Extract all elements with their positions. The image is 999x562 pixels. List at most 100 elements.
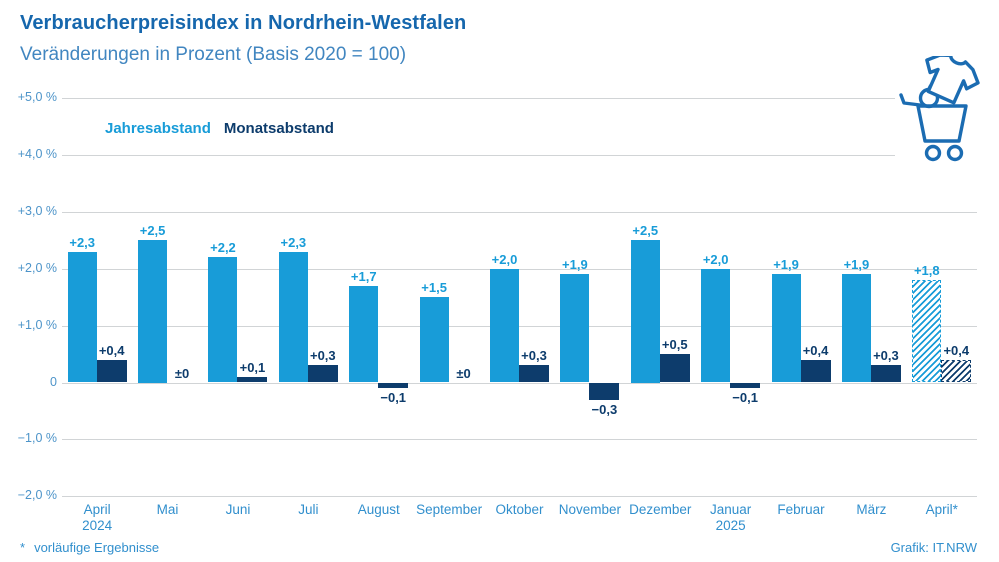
value-label: +2,3: [280, 234, 307, 250]
x-axis-label: Juni: [225, 502, 251, 518]
x-axis-sublabel: 2025: [715, 518, 746, 534]
bar-monatsabstand: [307, 365, 338, 383]
value-label: ±0: [456, 365, 471, 381]
page-subtitle: Veränderungen in Prozent (Basis 2020 = 1…: [20, 44, 407, 65]
value-label: +2,3: [69, 234, 96, 250]
x-axis-label: November: [558, 502, 622, 518]
bar-jahresabstand: [771, 274, 801, 383]
bar-group-april: +2,3 +0,4 April 2024: [62, 98, 132, 533]
value-label: +0,5: [661, 337, 688, 353]
value-label: +0,4: [98, 342, 125, 358]
gridline: [62, 382, 977, 384]
value-label: +0,4: [802, 342, 829, 358]
value-label: +1,7: [350, 268, 377, 284]
bar-group-dezember: +2,5 +0,5 Dezember: [625, 98, 695, 517]
bar-jahresabstand: [419, 297, 449, 383]
bar-monatsabstand: [96, 359, 127, 383]
bar-monatsabstand: [730, 382, 761, 389]
gridline: [62, 154, 895, 156]
bar-jahresabstand: [841, 274, 871, 383]
cart-handle: [899, 93, 922, 107]
bar-group-januar: +2,0 −0,1 Januar 2025: [695, 98, 765, 533]
x-axis-label: Januar 2025: [695, 502, 765, 534]
value-label: −0,1: [380, 390, 407, 406]
gridline: [62, 496, 977, 498]
cart-wheel-left: [924, 144, 942, 162]
x-axis-label: Februar: [777, 502, 825, 518]
footnote: * vorläufige Ergebnisse: [20, 540, 159, 555]
bar-group-märz: +1,9 +0,3 März: [836, 98, 906, 517]
y-tick-label: +4,0 %: [17, 146, 57, 161]
x-axis-label: Juli: [298, 502, 319, 518]
y-tick-label: +5,0 %: [17, 90, 57, 104]
bar-group-april: +1,8 +0,4 April*: [907, 98, 977, 517]
bar-jahresabstand: [912, 280, 942, 383]
bar-jahresabstand: [67, 251, 97, 383]
value-label: +2,2: [210, 240, 236, 256]
x-axis-label: August: [357, 502, 400, 518]
value-label: +0,3: [521, 348, 547, 364]
value-label: +1,9: [773, 257, 799, 273]
bar-group-august: +1,7 −0,1 August: [344, 98, 414, 517]
x-axis-label: September: [416, 502, 483, 518]
value-label: ±0: [174, 365, 190, 381]
legend-jahresabstand: Jahresabstand: [105, 120, 211, 137]
gridline: [62, 98, 895, 99]
footnote-text: vorläufige Ergebnisse: [34, 540, 160, 555]
bar-monatsabstand: [237, 376, 268, 383]
gridline: [62, 211, 977, 213]
y-tick-label: −1,0 %: [17, 431, 57, 446]
value-label: +1,9: [843, 257, 870, 273]
bar-group-mai: +2,5 ±0 Mai: [132, 98, 202, 517]
gridline: [62, 268, 977, 270]
value-label: +1,9: [562, 257, 588, 273]
bar-group-september: +1,5 ±0 September: [414, 98, 484, 517]
bar-group-oktober: +2,0 +0,3 Oktober: [484, 98, 554, 517]
bar-jahresabstand: [701, 268, 731, 383]
bar-jahresabstand: [630, 240, 660, 383]
y-tick-label: +1,0 %: [17, 317, 57, 332]
plot-area: +2,3 +0,4 April 2024 +2,5 ±0 Mai +2,2 +0,1 Juni +2…: [62, 98, 977, 533]
x-axis-label: April*: [925, 502, 958, 518]
value-label: +0,4: [943, 342, 970, 358]
bar-jahresabstand: [349, 285, 379, 383]
y-tick-label: 0: [50, 374, 57, 389]
value-label: +2,0: [702, 251, 729, 267]
x-axis-label: März: [856, 502, 887, 518]
bar-monatsabstand: [659, 354, 690, 383]
bar-monatsabstand: [589, 382, 620, 400]
shopping-cart-shirt-icon: [899, 56, 980, 162]
x-axis-label: April 2024: [62, 502, 132, 534]
x-axis-label: Mai: [156, 502, 179, 518]
value-label: +0,3: [309, 348, 336, 364]
bar-group-november: +1,9 −0,3 November: [555, 98, 625, 517]
bar-monatsabstand: [378, 382, 409, 389]
bar-monatsabstand: [518, 365, 549, 383]
footnote-mark: *: [20, 540, 26, 555]
bar-jahresabstand: [208, 257, 238, 383]
value-label: +2,5: [632, 223, 659, 239]
value-label: +2,5: [139, 223, 166, 239]
bar-jahresabstand: [138, 240, 168, 383]
value-label: +0,1: [239, 359, 266, 375]
bar-group-juli: +2,3 +0,3 Juli: [273, 98, 343, 517]
bar-monatsabstand: [941, 359, 972, 383]
gridline: [62, 325, 977, 327]
cart-wheel-right: [946, 144, 964, 162]
y-tick-label: −2,0 %: [17, 488, 57, 503]
y-tick-label: +3,0 %: [17, 203, 57, 218]
legend-monatsabstand: Monatsabstand: [223, 120, 334, 137]
x-axis-sublabel: 2024: [82, 518, 113, 534]
value-label: −0,3: [591, 401, 618, 417]
bar-monatsabstand: [800, 359, 831, 383]
cart-basket: [916, 104, 968, 143]
value-label: +1,8: [913, 263, 940, 279]
gridline: [62, 439, 977, 441]
x-axis-label: Dezember: [629, 502, 692, 518]
value-label: +1,5: [421, 280, 447, 296]
credit: Grafik: IT.NRW: [890, 540, 977, 555]
y-tick-label: +2,0 %: [17, 260, 57, 275]
value-label: −0,1: [732, 390, 758, 406]
value-label: +2,0: [491, 251, 518, 267]
